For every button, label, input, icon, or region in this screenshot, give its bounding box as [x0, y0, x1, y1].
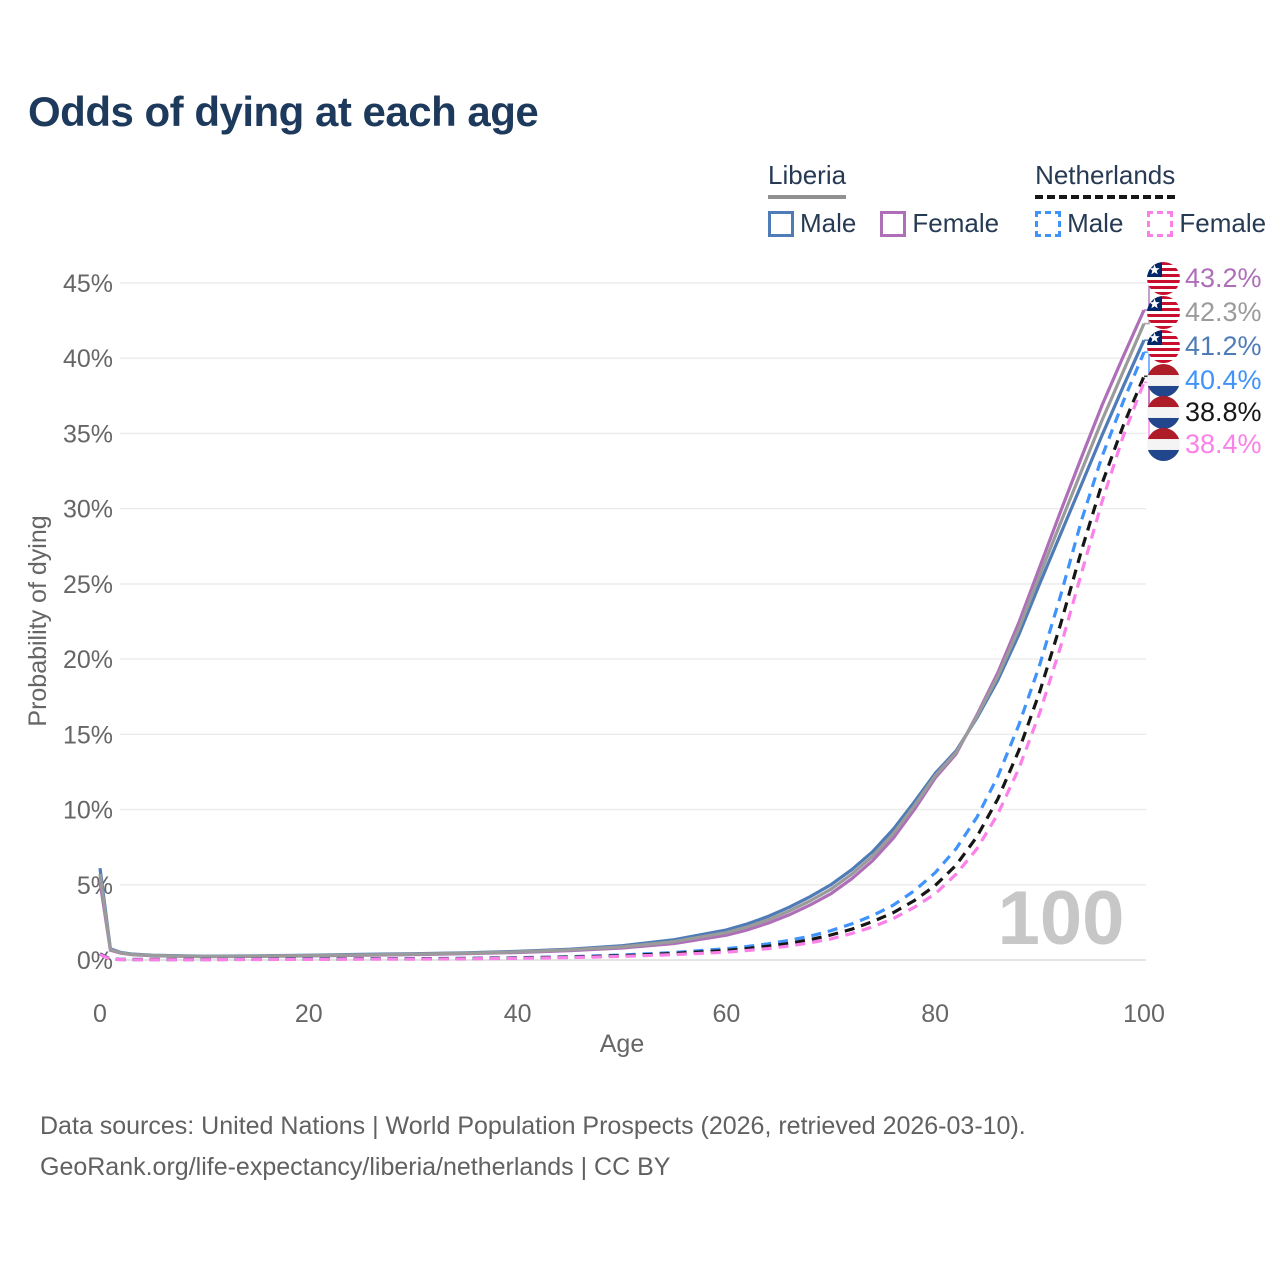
end-label-netherlands-total: 38.8%	[1147, 395, 1262, 429]
legend-item-label: Female	[1179, 208, 1267, 238]
y-tick-label: 30%	[63, 496, 113, 524]
end-label-liberia-male: 41.2%	[1147, 329, 1262, 363]
series-line-liberia	[98, 322, 1146, 959]
y-tick-label: 40%	[63, 345, 113, 373]
end-label-value: 38.8%	[1185, 396, 1262, 427]
y-tick-label: 25%	[63, 571, 113, 599]
age-counter-watermark: 100	[998, 876, 1125, 961]
y-tick-label: 35%	[63, 420, 113, 448]
series-line-netherlands-female	[99, 381, 1146, 962]
legend-item-liberia-male[interactable]: Male	[768, 208, 856, 239]
y-tick-label: 45%	[63, 270, 113, 298]
legend-item-netherlands-female[interactable]: Female	[1147, 208, 1266, 239]
end-label-value: 38.4%	[1185, 428, 1262, 459]
end-label-value: 43.2%	[1185, 262, 1262, 293]
end-label-liberia-total: 42.3%	[1147, 295, 1262, 329]
footer: Data sources: United Nations | World Pop…	[40, 1106, 1026, 1188]
x-tick-label: 80	[921, 1000, 949, 1028]
footer-data-sources: Data sources: United Nations | World Pop…	[40, 1112, 1026, 1140]
legend-group-netherlands: Netherlands Male Female	[1035, 160, 1266, 239]
end-label-value: 40.4%	[1185, 364, 1262, 395]
x-axis-title: Age	[600, 1030, 644, 1058]
liberia-flag-icon	[1147, 295, 1180, 329]
y-tick-label: 10%	[63, 797, 113, 825]
netherlands-flag-icon	[1147, 427, 1180, 461]
liberia-flag-icon	[1147, 261, 1180, 295]
legend-item-label: Male	[800, 208, 857, 238]
end-label-netherlands-female: 38.4%	[1147, 427, 1262, 461]
liberia-male-swatch-icon	[768, 210, 794, 237]
netherlands-flag-icon	[1147, 363, 1180, 397]
y-axis-title: Probability of dying	[24, 515, 52, 726]
chart-title: Odds of dying at each age	[28, 88, 539, 135]
x-tick-label: 100	[1123, 1000, 1165, 1028]
legend: Liberia Male Female Netherlands Male	[768, 160, 1266, 239]
y-tick-label: 0%	[77, 947, 113, 975]
y-tick-label: 5%	[77, 872, 113, 900]
legend-items-netherlands: Male Female	[1035, 208, 1266, 239]
legend-item-liberia-female[interactable]: Female	[880, 208, 999, 239]
series-line-liberia-female	[98, 309, 1146, 959]
end-label-value: 41.2%	[1185, 330, 1262, 361]
netherlands-male-swatch-icon	[1035, 210, 1062, 237]
legend-items-liberia: Male Female	[768, 208, 999, 239]
series-line-liberia-male	[98, 339, 1146, 958]
x-tick-label: 40	[504, 1000, 532, 1028]
y-tick-label: 15%	[63, 721, 113, 749]
end-label-value: 42.3%	[1185, 296, 1262, 327]
netherlands-female-swatch-icon	[1147, 210, 1174, 237]
liberia-female-swatch-icon	[880, 210, 907, 237]
legend-country-liberia: Liberia	[768, 160, 847, 199]
x-tick-label: 0	[93, 1000, 107, 1028]
y-tick-label: 20%	[63, 646, 113, 674]
netherlands-flag-icon	[1147, 395, 1180, 429]
end-label-netherlands-male: 40.4%	[1147, 363, 1262, 397]
footer-attribution-link: GeoRank.org/life-expectancy/liberia/neth…	[40, 1153, 671, 1181]
end-label-liberia-female: 43.2%	[1147, 261, 1262, 295]
legend-item-netherlands-male[interactable]: Male	[1035, 208, 1123, 239]
series-line-netherlands	[99, 375, 1146, 962]
legend-group-liberia: Liberia Male Female	[768, 160, 999, 239]
series-line-netherlands-male	[99, 351, 1146, 962]
legend-item-label: Female	[912, 208, 1000, 238]
x-tick-label: 20	[295, 1000, 323, 1028]
legend-item-label: Male	[1067, 208, 1124, 238]
legend-country-netherlands: Netherlands	[1035, 160, 1176, 199]
liberia-flag-icon	[1147, 329, 1180, 363]
x-tick-label: 60	[712, 1000, 740, 1028]
